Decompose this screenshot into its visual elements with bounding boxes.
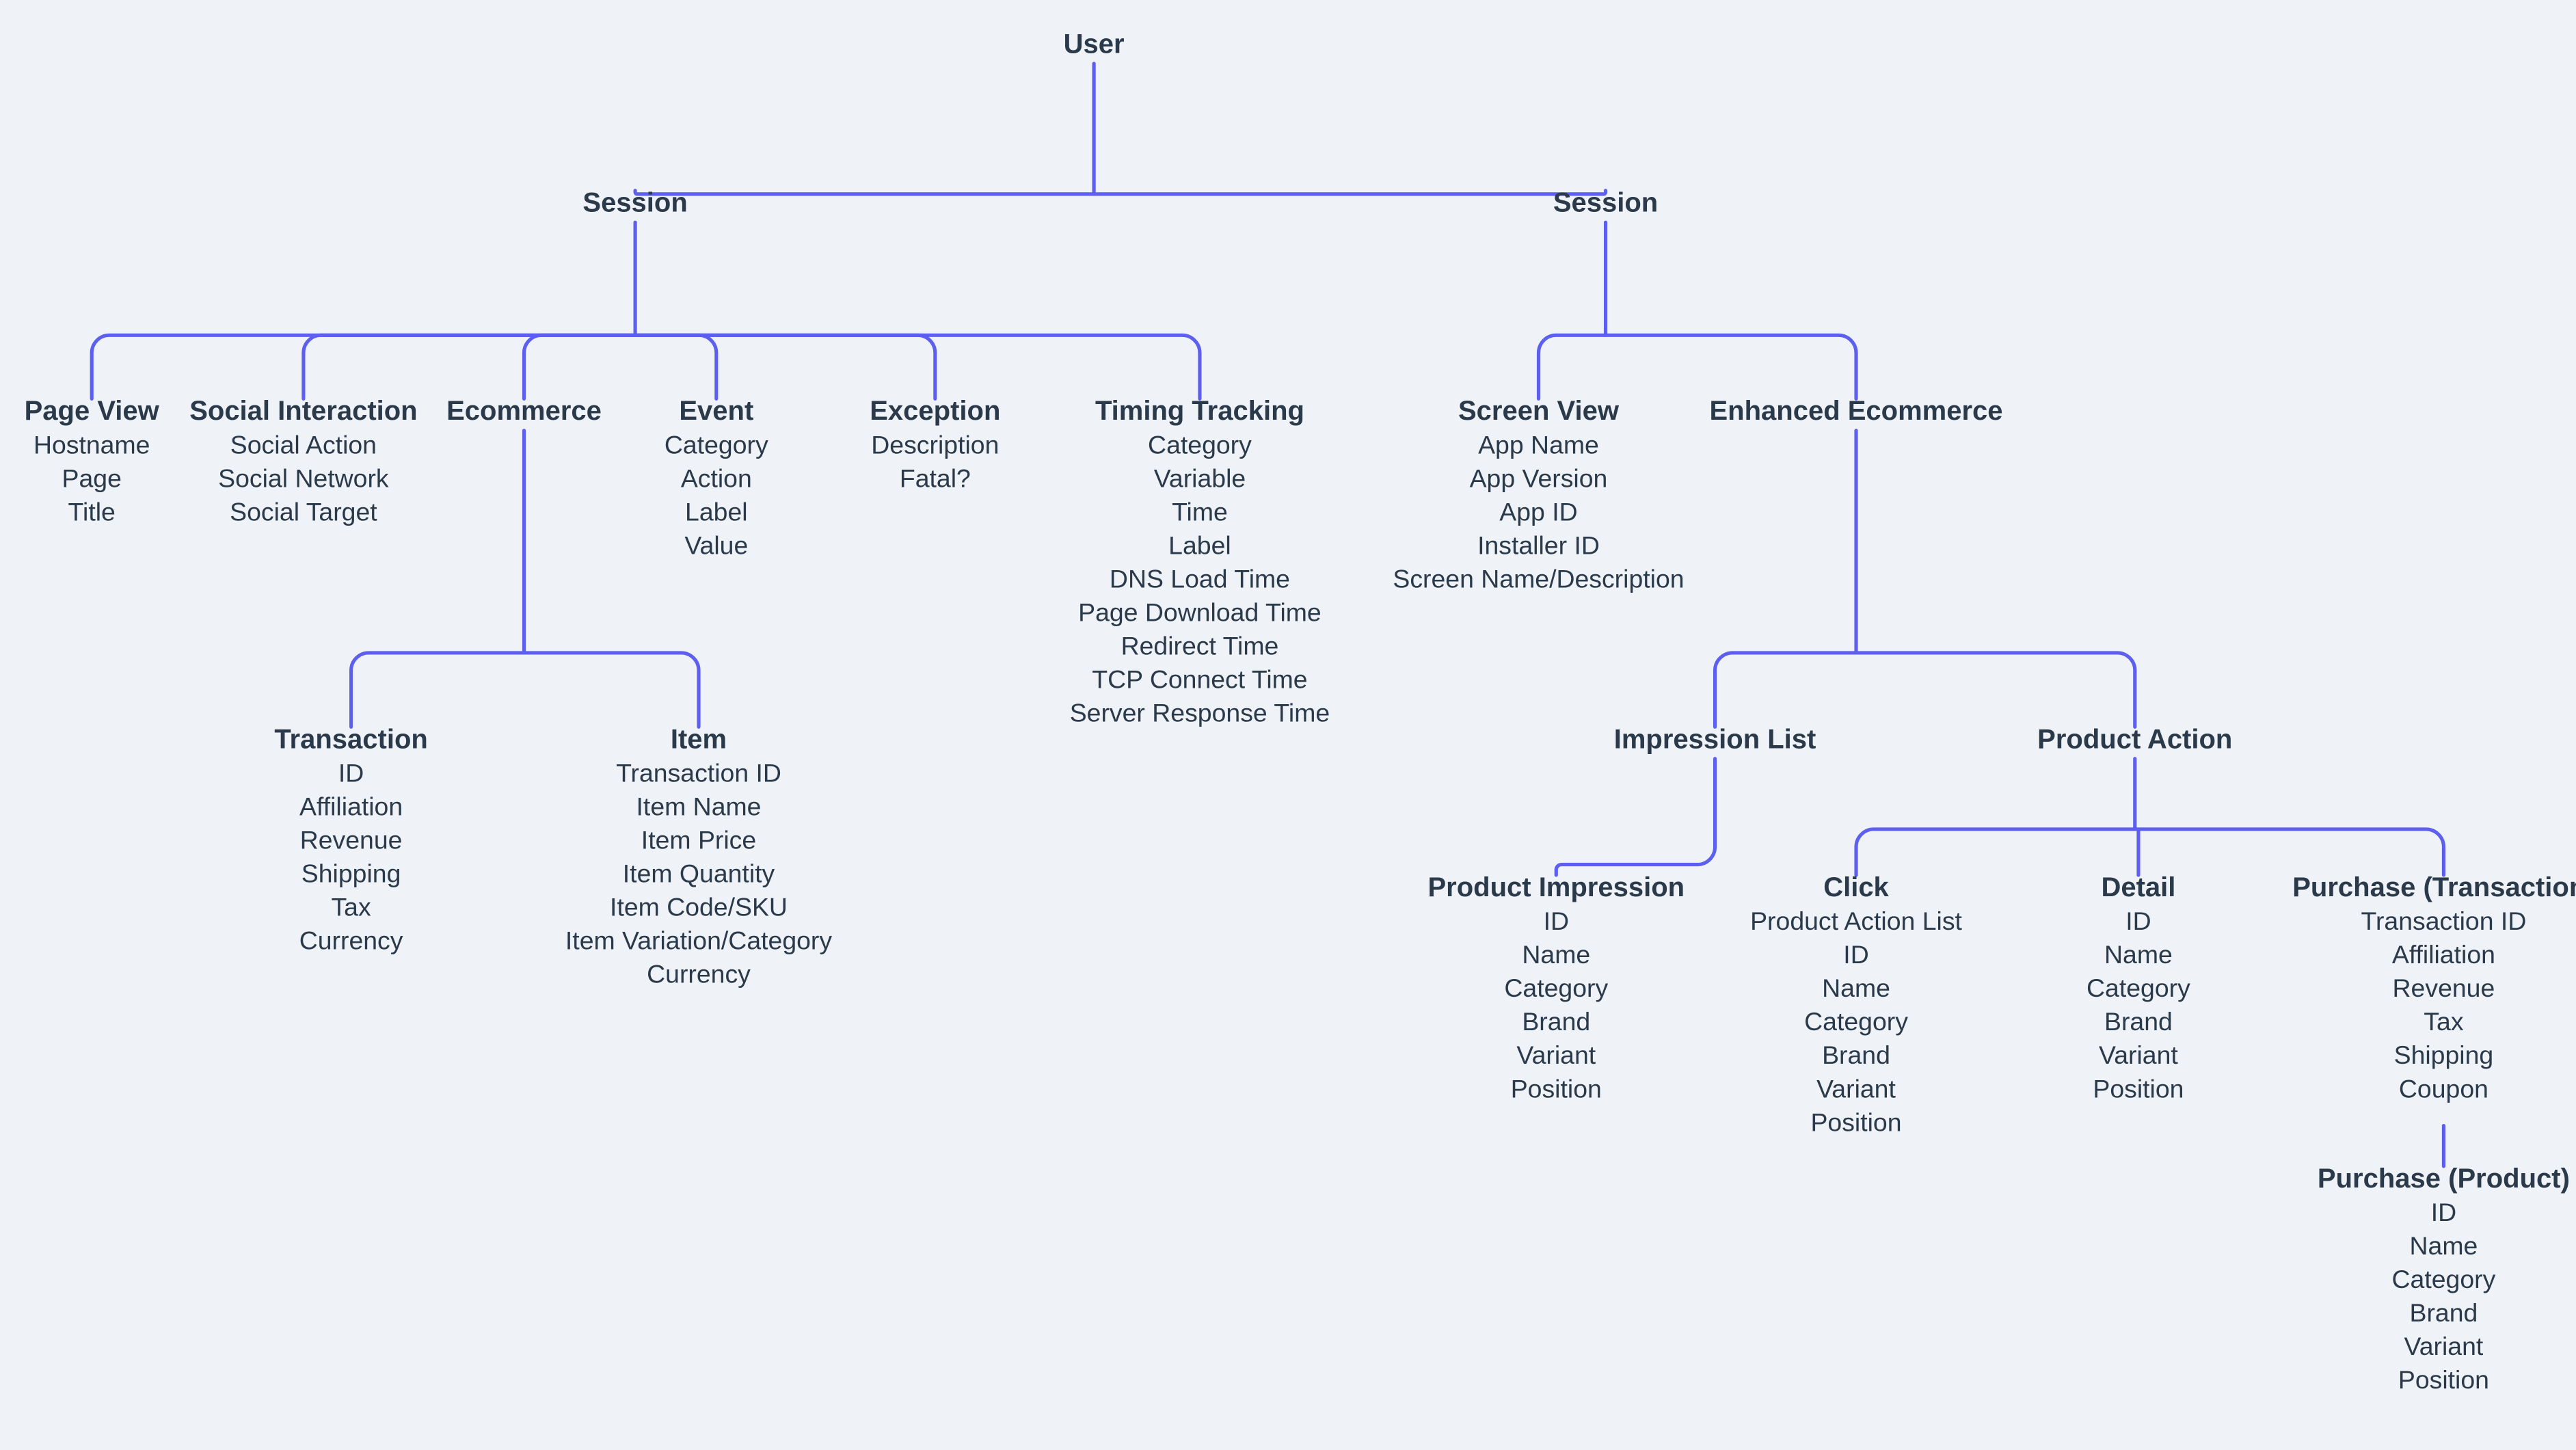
node-attr-item-6: Currency	[647, 960, 751, 989]
node-attr-timing-0: Category	[1148, 430, 1252, 459]
node-attr-product_impression-3: Brand	[1522, 1007, 1590, 1036]
node-attr-click-0: Product Action List	[1750, 907, 1962, 935]
node-title-timing: Timing Tracking	[1095, 396, 1304, 426]
node-title-user: User	[1064, 29, 1125, 59]
node-attr-purchase_t-1: Affiliation	[2392, 940, 2495, 969]
node-attr-purchase_t-5: Coupon	[2399, 1074, 2488, 1103]
node-attr-exception-1: Fatal?	[900, 464, 971, 492]
node-attr-product_impression-0: ID	[1544, 907, 1569, 935]
node-title-ecommerce: Ecommerce	[446, 396, 602, 426]
node-attr-item-4: Item Code/SKU	[610, 892, 788, 921]
node-attr-screenview-0: App Name	[1478, 430, 1599, 459]
node-attr-screenview-3: Installer ID	[1477, 531, 1600, 559]
node-attr-item-0: Transaction ID	[616, 758, 781, 787]
node-attr-timing-2: Time	[1172, 497, 1228, 526]
node-attr-timing-5: Page Download Time	[1078, 598, 1321, 626]
node-attr-product_impression-5: Position	[1511, 1074, 1602, 1103]
node-attr-screenview-1: App Version	[1470, 464, 1608, 492]
node-attr-timing-3: Label	[1168, 531, 1231, 559]
node-product_action: Product Action	[2037, 724, 2232, 754]
node-attr-timing-6: Redirect Time	[1121, 631, 1279, 660]
node-enhanced: Enhanced Ecommerce	[1709, 396, 2002, 426]
node-title-exception: Exception	[870, 396, 1000, 426]
node-attr-pageview-2: Title	[68, 497, 116, 526]
node-title-item: Item	[671, 724, 727, 754]
node-attr-purchase_p-0: ID	[2431, 1198, 2456, 1226]
node-attr-detail-2: Category	[2087, 974, 2190, 1002]
node-attr-item-5: Item Variation/Category	[565, 926, 832, 954]
node-attr-click-1: ID	[1843, 940, 1868, 969]
node-attr-social-0: Social Action	[230, 430, 377, 459]
node-title-pageview: Page View	[25, 396, 160, 426]
node-title-session_b: Session	[1553, 188, 1658, 218]
node-attr-social-1: Social Network	[218, 464, 389, 492]
node-attr-purchase_p-3: Brand	[2410, 1298, 2478, 1327]
node-attr-transaction-0: ID	[338, 758, 364, 787]
node-attr-detail-3: Brand	[2104, 1007, 2173, 1036]
node-attr-purchase_p-2: Category	[2392, 1265, 2496, 1293]
tree-diagram-root: User Session Session Page View Hostname Page T…	[0, 0, 2576, 1450]
node-attr-pageview-0: Hostname	[33, 430, 150, 459]
node-title-purchase_p: Purchase (Product)	[2318, 1164, 2570, 1194]
node-attr-item-3: Item Quantity	[623, 859, 775, 887]
node-title-product_action: Product Action	[2037, 724, 2232, 754]
node-attr-purchase_t-4: Shipping	[2394, 1040, 2494, 1069]
node-attr-screenview-2: App ID	[1499, 497, 1577, 526]
node-attr-transaction-4: Tax	[331, 892, 371, 921]
node-title-purchase_t: Purchase (Transaction)	[2292, 872, 2576, 902]
node-attr-click-2: Name	[1822, 974, 1890, 1002]
node-title-event: Event	[679, 396, 753, 426]
node-ecommerce: Ecommerce	[446, 396, 602, 426]
node-attr-timing-1: Variable	[1154, 464, 1246, 492]
node-attr-transaction-5: Currency	[299, 926, 403, 954]
node-session_a: Session	[582, 188, 687, 218]
node-attr-event-0: Category	[665, 430, 768, 459]
node-attr-item-1: Item Name	[636, 792, 762, 820]
node-title-transaction: Transaction	[274, 724, 428, 754]
node-attr-exception-0: Description	[871, 430, 999, 459]
node-session_b: Session	[1553, 188, 1658, 218]
node-title-social: Social Interaction	[189, 396, 417, 426]
node-attr-transaction-1: Affiliation	[299, 792, 403, 820]
node-attr-product_impression-2: Category	[1504, 974, 1608, 1002]
node-title-screenview: Screen View	[1458, 396, 1620, 426]
node-attr-purchase_p-1: Name	[2410, 1231, 2478, 1260]
node-attr-social-2: Social Target	[230, 497, 377, 526]
node-attr-product_impression-4: Variant	[1516, 1040, 1596, 1069]
node-attr-click-4: Brand	[1822, 1040, 1890, 1069]
node-title-click: Click	[1823, 872, 1889, 902]
node-attr-transaction-3: Shipping	[301, 859, 401, 887]
node-attr-detail-4: Variant	[2099, 1040, 2178, 1069]
node-attr-product_impression-1: Name	[1522, 940, 1590, 969]
node-attr-event-3: Value	[684, 531, 748, 559]
node-attr-purchase_p-5: Position	[2398, 1365, 2489, 1394]
node-attr-timing-7: TCP Connect Time	[1092, 665, 1307, 694]
node-title-impression_list: Impression List	[1614, 724, 1816, 754]
node-attr-click-3: Category	[1804, 1007, 1908, 1036]
node-attr-item-2: Item Price	[641, 825, 756, 854]
node-attr-purchase_t-2: Revenue	[2393, 974, 2495, 1002]
node-title-detail: Detail	[2101, 872, 2175, 902]
node-attr-timing-8: Server Response Time	[1070, 699, 1330, 727]
node-attr-transaction-2: Revenue	[300, 825, 403, 854]
node-user: User	[1064, 29, 1125, 59]
node-attr-pageview-1: Page	[62, 464, 122, 492]
node-attr-purchase_t-3: Tax	[2424, 1007, 2464, 1036]
node-impression_list: Impression List	[1614, 724, 1816, 754]
node-attr-click-6: Position	[1810, 1107, 1901, 1136]
node-attr-purchase_t-0: Transaction ID	[2361, 907, 2527, 935]
node-attr-screenview-4: Screen Name/Description	[1393, 564, 1684, 593]
node-title-session_a: Session	[582, 188, 687, 218]
node-attr-detail-1: Name	[2104, 940, 2173, 969]
node-title-product_impression: Product Impression	[1427, 872, 1685, 902]
node-attr-timing-4: DNS Load Time	[1110, 564, 1290, 593]
node-attr-detail-5: Position	[2093, 1074, 2184, 1103]
node-attr-event-2: Label	[685, 497, 748, 526]
node-attr-click-5: Variant	[1816, 1074, 1896, 1103]
node-title-enhanced: Enhanced Ecommerce	[1709, 396, 2002, 426]
node-attr-event-1: Action	[681, 464, 752, 492]
tree-diagram: User Session Session Page View Hostname Page T…	[0, 0, 2576, 1450]
node-attr-detail-0: ID	[2125, 907, 2151, 935]
node-attr-purchase_p-4: Variant	[2404, 1332, 2484, 1360]
